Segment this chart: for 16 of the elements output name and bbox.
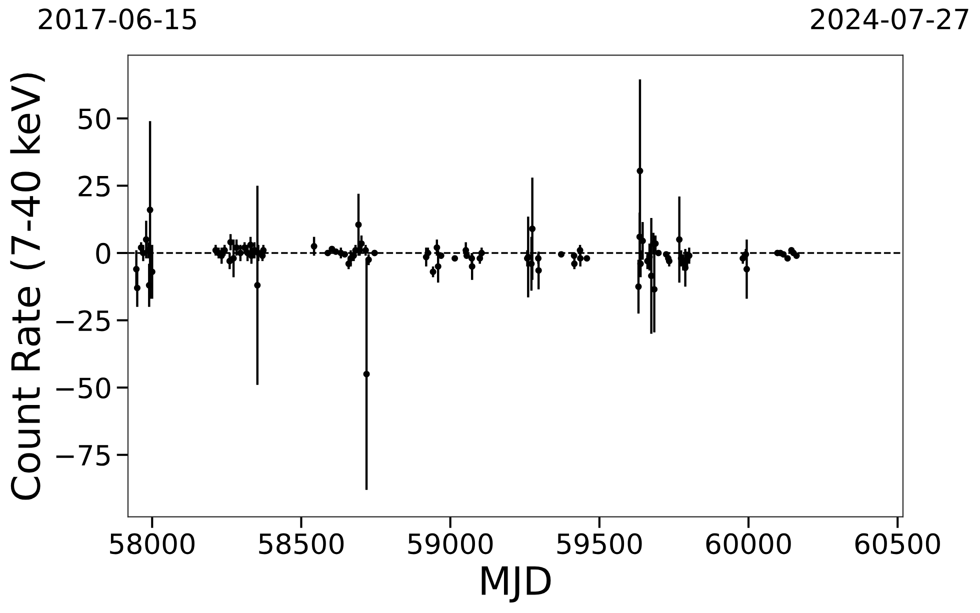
x-axis-title: MJD [482, 566, 551, 603]
x-tick-label: 59500 [557, 533, 642, 554]
y-tick-label: 0 [96, 242, 110, 264]
text: 2024-07-27 [811, 8, 968, 30]
y-axis-title: Count Rate (7-40 keV) [10, 73, 45, 500]
x-tick-label: 60500 [855, 533, 940, 554]
x-tick-label: 58500 [259, 533, 344, 554]
x-tick-label: 59000 [408, 533, 493, 554]
y-tick-label: 25 [78, 176, 110, 197]
text: 2017-06-15 [38, 8, 196, 30]
y-tick-label: −25 [56, 310, 110, 332]
y-tick-label: −75 [56, 445, 110, 466]
x-tick-label: 58000 [110, 533, 194, 554]
y-tick-label: −50 [56, 378, 110, 399]
x-tick-label: 60000 [706, 533, 791, 554]
y-tick-label: 50 [78, 108, 110, 130]
